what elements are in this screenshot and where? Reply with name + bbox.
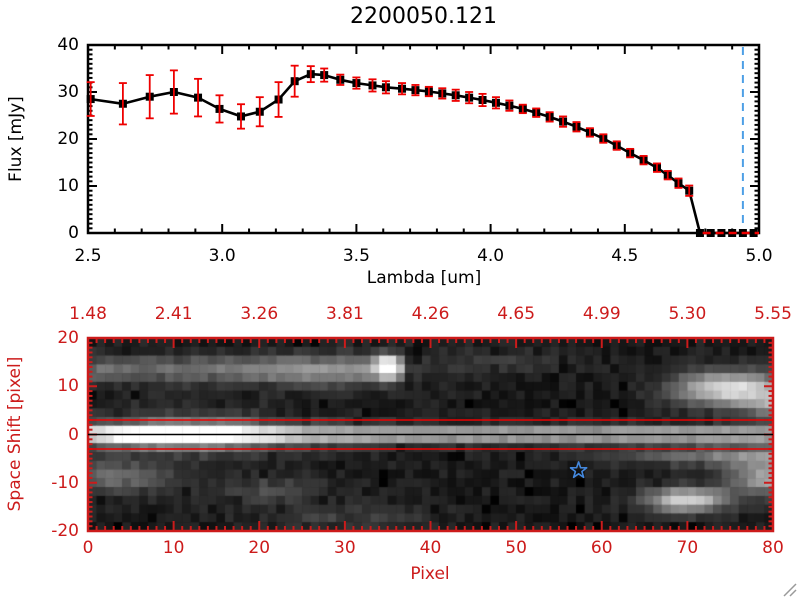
wavelength-top-axis-label: 5.55 <box>754 304 792 324</box>
pixel-tick-label: 20 <box>248 538 271 558</box>
data-point-marker <box>695 229 704 237</box>
flux-tick-label: 10 <box>57 176 79 196</box>
lambda-tick-label: 4.5 <box>611 246 639 266</box>
data-point-marker <box>749 229 758 237</box>
pixel-tick-label: 80 <box>762 538 784 558</box>
pixel-tick-label: 10 <box>162 538 185 558</box>
lambda-tick-label: 5.0 <box>745 246 773 266</box>
pixel-tick-label: 50 <box>505 538 527 558</box>
flux-tick-label: 40 <box>57 35 79 55</box>
lambda-tick-label: 4.0 <box>477 246 505 266</box>
wavelength-top-axis-label: 3.26 <box>240 304 279 324</box>
lambda-tick-label: 2.5 <box>74 246 102 266</box>
pixel-axis-label: Pixel <box>410 564 450 584</box>
plot-title: 2200050.121 <box>350 4 497 29</box>
pixel-tick-label: 60 <box>590 538 613 558</box>
wavelength-top-axis-label: 2.41 <box>154 304 193 324</box>
wavelength-top-axis-label: 4.99 <box>582 304 621 324</box>
lambda-tick-label: 3.0 <box>208 246 236 266</box>
space-shift-tick-label: 10 <box>57 376 79 397</box>
wavelength-top-axis-label: 3.81 <box>325 304 364 324</box>
space-shift-tick-label: 0 <box>68 424 79 445</box>
space-shift-tick-label: -10 <box>51 472 79 493</box>
pixel-tick-label: 40 <box>419 538 442 558</box>
space-shift-tick-label: -20 <box>51 521 79 541</box>
wavelength-top-axis-label: 5.30 <box>668 304 707 324</box>
wavelength-top-axis-label: 4.26 <box>411 304 450 324</box>
lambda-tick-label: 3.5 <box>342 246 370 266</box>
space-shift-tick-label: 20 <box>57 328 79 348</box>
lambda-axis-label: Lambda [um] <box>366 268 482 288</box>
pixel-tick-label: 70 <box>676 538 699 558</box>
wavelength-top-axis-label: 1.48 <box>69 304 107 324</box>
wavelength-top-axis-label: 4.65 <box>497 304 536 324</box>
window-resize-grip-icon[interactable] <box>778 578 798 598</box>
data-point-marker <box>706 229 715 237</box>
flux-tick-label: 20 <box>57 129 79 149</box>
star-marker <box>569 461 588 479</box>
flux-tick-label: 30 <box>57 82 79 102</box>
pixel-tick-label: 30 <box>334 538 356 558</box>
pixel-tick-label: 0 <box>82 538 94 558</box>
flux-tick-label: 0 <box>68 223 79 243</box>
